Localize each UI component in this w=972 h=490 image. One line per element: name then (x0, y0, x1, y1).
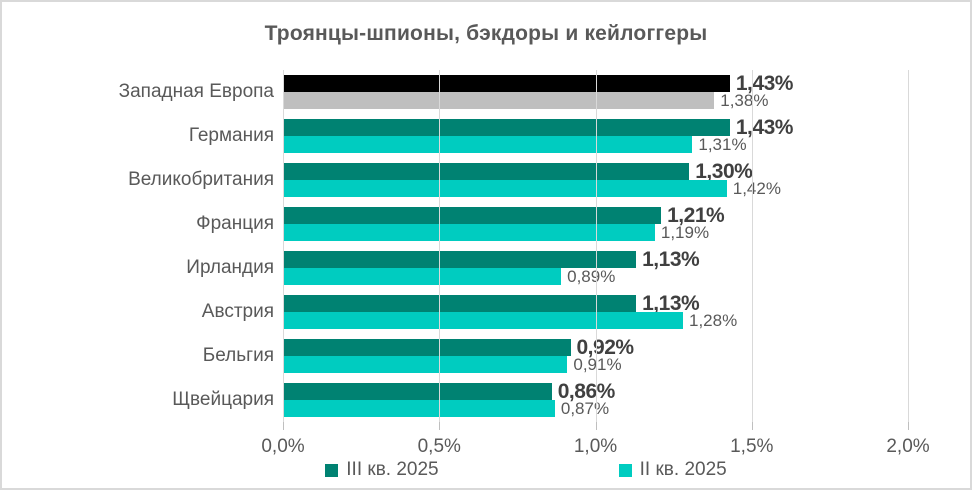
legend-swatch (325, 463, 339, 477)
bar-value-label: 0,91% (573, 354, 622, 374)
bar-value-label: 0,86% (557, 379, 616, 403)
plot-area: 1,43% 1,38% 1,43% 1,31% 1,30% 1,42% 1,21% 1,19%… (283, 70, 909, 430)
axis-tick (751, 422, 753, 430)
bar-line: 1,31% (283, 134, 908, 154)
bar-value-label: 1,42% (732, 178, 781, 198)
bar-row: 1,21% 1,19% (283, 202, 908, 246)
x-tick-label: 0,0% (261, 436, 305, 457)
bar-value-label: 1,13% (642, 291, 700, 315)
bar-rows: 1,43% 1,38% 1,43% 1,31% 1,30% 1,42% 1,21% 1,19%… (283, 70, 908, 422)
bar-line: 0,91% (283, 354, 908, 374)
bar (283, 163, 690, 180)
bar-value-label: 1,19% (660, 222, 710, 242)
gridline (751, 70, 753, 422)
category-label: Ирландия (186, 257, 274, 278)
x-tick-label: 0,5% (417, 436, 461, 457)
legend: III кв. 2025 II кв. 2025 (42, 459, 970, 481)
category-axis: Западная Европа Германия Великобритания Фра… (2, 70, 274, 422)
bar-line: 1,13% (283, 292, 908, 315)
axis-tick (283, 422, 284, 430)
bar-line: 1,28% (283, 310, 908, 330)
category-label: Франция (196, 213, 274, 234)
bar-line: 1,43% (283, 72, 908, 95)
bar-value-label: 1,28% (689, 310, 738, 330)
bar-line: 1,19% (283, 222, 908, 242)
x-tick-label: 2,0% (886, 436, 930, 457)
bar (283, 339, 571, 356)
bar (283, 268, 562, 285)
bar (283, 356, 568, 373)
axis-tick (595, 422, 597, 430)
gridline (439, 70, 441, 422)
bar (283, 383, 552, 400)
bar-value-label: 1,43% (735, 115, 794, 139)
bar (283, 251, 637, 268)
category-label: Щвейцария (172, 389, 274, 410)
bar-row: 1,43% 1,38% (283, 70, 908, 114)
bar (283, 136, 693, 153)
bar-row: 1,13% 1,28% (283, 290, 908, 334)
bar-line: 0,89% (283, 266, 908, 286)
bar-value-label: 1,13% (642, 247, 700, 271)
category-label: Великобритания (128, 169, 274, 190)
bar-row: 1,30% 1,42% (283, 158, 908, 202)
gridline (908, 70, 909, 422)
bar-row: 0,86% 0,87% (283, 378, 908, 422)
bar-line: 1,42% (283, 178, 908, 198)
bar-row: 0,92% 0,91% (283, 334, 908, 378)
bar-value-label: 0,92% (576, 335, 635, 359)
bar-line: 1,38% (283, 90, 908, 110)
bar (283, 75, 730, 92)
bar (283, 400, 555, 417)
x-tick-label: 1,5% (730, 436, 774, 457)
bar (283, 180, 727, 197)
x-tick-label: 1,0% (573, 436, 618, 457)
category-label: Германия (188, 125, 274, 146)
bar (283, 224, 655, 241)
bar-line: 1,21% (283, 204, 908, 227)
bar-row: 1,13% 0,89% (283, 246, 908, 290)
bar-value-label: 1,31% (698, 134, 747, 154)
legend-label: II кв. 2025 (639, 459, 727, 480)
gridline (283, 70, 284, 422)
bar-value-label: 1,30% (695, 159, 753, 183)
bar-line: 0,92% (283, 336, 908, 359)
bar-value-label: 0,87% (560, 398, 610, 418)
chart-title: Троянцы-шпионы, бэкдоры и кейлоггеры (264, 22, 708, 45)
bar-line: 1,13% (283, 248, 908, 271)
bar-value-label: 0,89% (567, 266, 616, 286)
bar-line: 0,87% (283, 398, 908, 418)
bar-line: 0,86% (283, 380, 908, 403)
legend-label: III кв. 2025 (346, 459, 439, 480)
bar-value-label: 1,38% (720, 90, 769, 110)
bar (283, 312, 683, 329)
gridline (595, 70, 597, 422)
legend-swatch (618, 463, 632, 477)
bar (283, 119, 730, 136)
axis-tick (439, 422, 441, 430)
bar-row: 1,43% 1,31% (283, 114, 908, 158)
bar-line: 1,30% (283, 160, 908, 183)
category-label: Западная Европа (118, 81, 274, 102)
legend-item: II кв. 2025 (618, 459, 727, 481)
bar-value-label: 1,21% (667, 203, 725, 227)
legend-item: III кв. 2025 (325, 459, 439, 481)
category-label: Австрия (201, 301, 274, 322)
bar (283, 295, 637, 312)
category-label: Бельгия (202, 345, 274, 366)
axis-tick (908, 422, 909, 430)
bar-line: 1,43% (283, 116, 908, 139)
bar (283, 92, 715, 109)
bar-value-label: 1,43% (735, 71, 794, 95)
bar (283, 207, 662, 224)
